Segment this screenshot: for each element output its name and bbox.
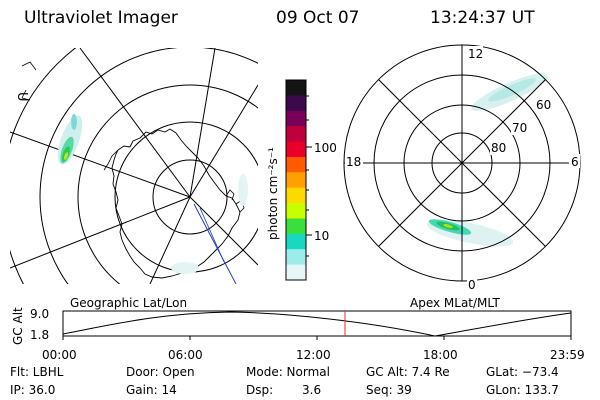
mlat-label-70: 70 [512,121,527,135]
status-seq: Seq: 39 [366,383,412,397]
geo-lat-circle [152,159,228,235]
geo-meridian [10,196,191,269]
geo-meridian [79,48,191,198]
geo-lat-circle [39,48,258,284]
status-glon: GLon: 133.7 [486,383,559,397]
geo-corner-glyph: U [14,92,29,102]
mlt-label-0: 0 [468,278,476,292]
altitude-plot: GC Alt 9.0 1.8 00:00 06:00 12:00 18:00 2… [11,307,585,362]
ground-track [199,207,225,263]
geo-meridian [189,196,258,266]
geo-lat-circle [77,84,258,284]
altitude-ytick: 1.8 [30,328,49,342]
geo-meridian [189,48,216,198]
colorbar-segment [286,203,306,219]
polar-spoke [378,79,546,247]
observation-date: 09 Oct 07 [276,8,360,28]
altitude-xtick: 06:00 [168,348,203,362]
colorbar-segment [286,95,306,112]
colorbar-label: photon cm⁻²s⁻¹ [266,147,280,240]
altitude-xtick: 18:00 [423,348,458,362]
geo-meridian [10,131,191,198]
status-gc-alt: GC Alt: 7.4 Re [366,365,450,379]
altitude-xtick: 12:00 [296,348,331,362]
colorbar-segment [286,249,306,266]
status-gain: Gain: 14 [126,383,177,397]
status-mode: Mode: Normal [246,365,330,379]
polar-plot-label: Apex MLat/MLT [410,296,500,310]
status-glat: GLat: −73.4 [486,365,559,379]
colorbar-segment [286,233,306,250]
colorbar-segment [286,80,306,96]
colorbar-tick-label: 10 [314,229,329,243]
colorbar: 100 10 photon cm⁻²s⁻¹ [266,79,337,281]
antarctica-coastline [111,128,241,279]
geo-aurora-emission [57,114,248,274]
colorbar-segment [286,141,306,158]
geo-meridian [149,196,191,284]
altitude-ytick: 9.0 [30,307,49,321]
colorbar-segment [286,126,306,143]
polar-plot: 12 18 6 0 60 70 80 [343,44,581,292]
instrument-title: Ultraviolet Imager [24,8,178,28]
geo-map-panel [10,48,258,284]
status-door: Door: Open [126,365,195,379]
ground-track [193,203,237,284]
altitude-plot-frame [62,310,572,337]
status-dsp-value: 3.6 [302,383,322,397]
mlat-label-80: 80 [491,141,506,155]
colorbar-tick-label: 100 [314,141,337,155]
status-ip: IP: 36.0 [10,383,56,397]
geo-meridian [189,84,258,198]
colorbar-segment [286,187,306,204]
status-dsp-label: Dsp: [246,383,274,397]
altitude-xtick: 00:00 [42,348,77,362]
colorbar-segment [286,172,306,189]
coastline-detail [21,61,37,101]
observation-time: 13:24:37 UT [430,8,535,28]
mlt-label-12: 12 [468,47,483,61]
geo-map-label: Geographic Lat/Lon [70,296,188,310]
altitude-xtick: 23:59 [550,348,585,362]
colorbar-segment [286,264,306,281]
mlat-label-60: 60 [536,98,551,112]
colorbar-segment [286,110,306,127]
colorbar-segment [286,218,306,235]
colorbar-segment [286,156,306,173]
altitude-curve [62,311,572,337]
status-flt: Flt: LBHL [10,365,64,379]
polar-aurora-emission [443,223,453,229]
mlt-label-18: 18 [346,155,361,169]
mlt-label-6: 6 [571,155,579,169]
altitude-ylabel: GC Alt [11,307,25,345]
